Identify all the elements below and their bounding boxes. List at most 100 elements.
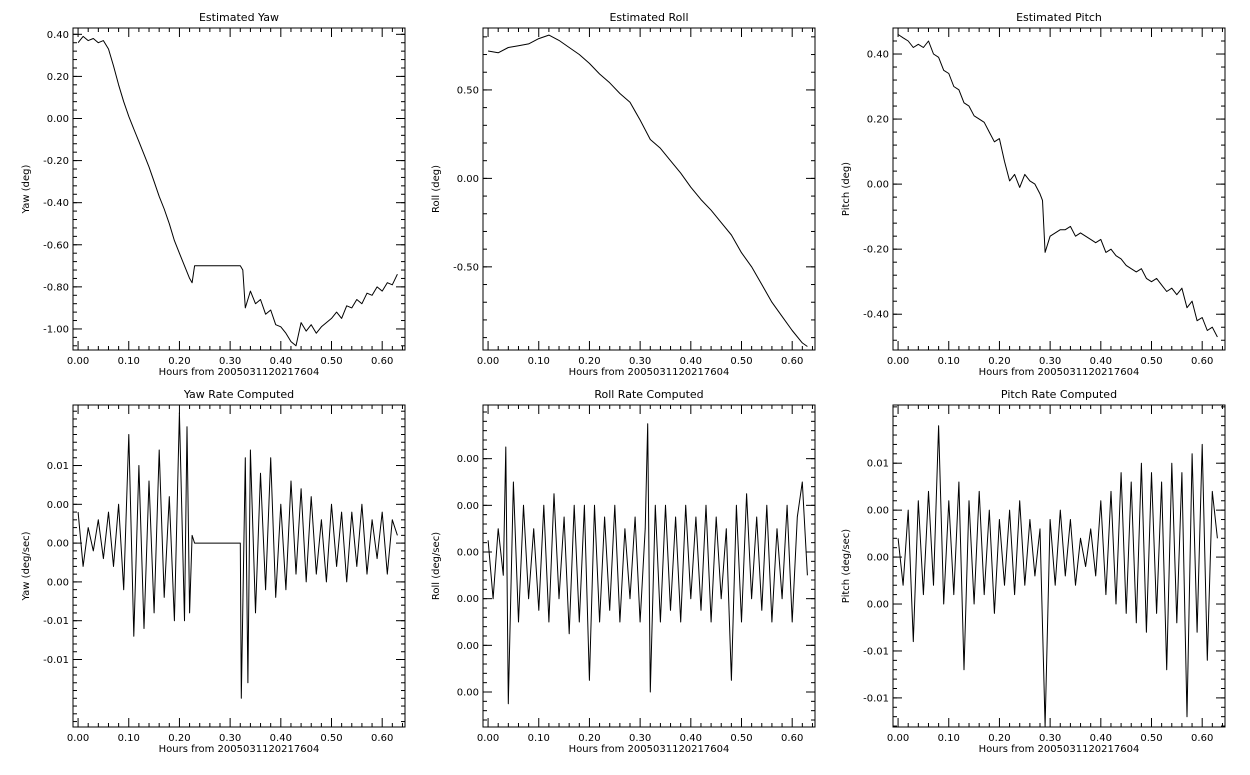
x-tick-label: 0.00 [887, 733, 909, 744]
y-axis-label: Yaw (deg) [21, 164, 32, 214]
y-tick-label: 0.40 [867, 50, 889, 61]
x-tick-label: 0.60 [371, 733, 393, 744]
x-tick-label: 0.50 [730, 356, 752, 367]
roll-series-line [488, 34, 808, 347]
x-tick-label: 0.30 [629, 733, 651, 744]
x-tick-label: 0.40 [680, 733, 702, 744]
y-axis-label: Roll (deg/sec) [431, 532, 442, 600]
panel-roll: Estimated Roll 0.00 0.10 0.20 0.30 0.40 0.50 0.… [431, 11, 816, 378]
y-tick-label: 0.00 [47, 539, 69, 550]
y-tick-label: 0.00 [457, 641, 479, 652]
x-tick-label: 0.00 [67, 356, 89, 367]
x-tick-label: 0.60 [781, 733, 803, 744]
plot-frame [482, 404, 816, 728]
x-tick-label: 0.00 [477, 356, 499, 367]
x-tick-label: 0.10 [118, 733, 140, 744]
x-tick-label: 0.20 [168, 733, 190, 744]
x-axis-label: Hours from 2005031120217604 [569, 367, 730, 378]
x-tick-label: 0.10 [118, 356, 140, 367]
x-tick-label: 0.50 [320, 356, 342, 367]
chart-title: Estimated Roll [609, 11, 688, 24]
x-tick-label: 0.00 [477, 733, 499, 744]
x-tick-label: 0.60 [781, 356, 803, 367]
plot-frame [72, 404, 406, 728]
panel-yaw: Estimated Yaw 0.00 0.10 0.20 0.30 0.40 0.50 0.6… [21, 11, 406, 378]
x-tick-label: 0.30 [219, 733, 241, 744]
chart-title: Yaw Rate Computed [183, 388, 294, 401]
x-tick-label: 0.20 [168, 356, 190, 367]
x-axis-label: Hours from 2005031120217604 [159, 744, 320, 755]
pitch-rate-series-line [897, 425, 1218, 727]
y-tick-label: 0.01 [867, 459, 889, 470]
x-tick-label: 0.50 [730, 733, 752, 744]
panel-yaw-rate: Yaw Rate Computed 0.00 0.10 0.20 0.30 0.40 0.5… [21, 388, 406, 755]
y-tick-label: -0.60 [43, 240, 69, 251]
y-tick-label: -0.01 [863, 646, 889, 657]
x-tick-label: 0.00 [887, 356, 909, 367]
y-tick-label: 0.01 [47, 461, 69, 472]
y-tick-label: 0.00 [47, 500, 69, 511]
x-tick-label: 0.20 [578, 733, 600, 744]
chart-title: Pitch Rate Computed [1001, 388, 1117, 401]
x-tick-label: 0.10 [528, 356, 550, 367]
y-tick-label: 0.20 [867, 115, 889, 126]
y-tick-label: 0.00 [457, 501, 479, 512]
y-tick-label: -0.01 [43, 616, 69, 627]
y-tick-label: 0.00 [457, 174, 479, 185]
plot-frame [892, 27, 1226, 351]
y-tick-label: 0.00 [867, 600, 889, 611]
y-tick-label: 0.20 [47, 72, 69, 83]
y-tick-label: 0.00 [47, 577, 69, 588]
chart-title: Estimated Yaw [199, 11, 279, 24]
x-tick-label: 0.60 [1191, 356, 1213, 367]
chart-title: Estimated Pitch [1016, 11, 1102, 24]
y-tick-label: -0.01 [43, 655, 69, 666]
y-tick-label: 0.00 [867, 180, 889, 191]
x-tick-label: 0.10 [938, 733, 960, 744]
panel-roll-rate: Roll Rate Computed 0.00 0.10 0.20 0.30 0.40 0.… [431, 388, 816, 755]
y-tick-label: 0.00 [457, 548, 479, 559]
x-axis-label: Hours from 2005031120217604 [979, 367, 1140, 378]
y-tick-label: 0.00 [457, 688, 479, 699]
y-tick-label: 0.00 [867, 553, 889, 564]
x-tick-label: 0.20 [988, 733, 1010, 744]
y-tick-label: -0.50 [453, 262, 479, 273]
x-tick-label: 0.60 [1191, 733, 1213, 744]
x-tick-label: 0.30 [219, 356, 241, 367]
y-axis-label: Pitch (deg) [841, 162, 852, 216]
y-tick-label: 0.00 [867, 506, 889, 517]
y-tick-label: -0.40 [43, 198, 69, 209]
y-tick-label: -1.00 [43, 324, 69, 335]
y-tick-label: -0.80 [43, 282, 69, 293]
y-tick-label: 0.00 [47, 114, 69, 125]
y-tick-label: 0.00 [457, 454, 479, 465]
y-tick-label: 0.00 [457, 594, 479, 605]
y-tick-label: 0.40 [47, 30, 69, 41]
x-tick-label: 0.30 [1039, 356, 1061, 367]
y-tick-label: -0.20 [43, 156, 69, 167]
plot-frame [72, 27, 406, 351]
x-axis-label: Hours from 2005031120217604 [569, 744, 730, 755]
y-tick-label: -0.40 [863, 310, 889, 321]
x-tick-label: 0.50 [1140, 356, 1162, 367]
yaw-rate-series-line [77, 412, 398, 699]
x-tick-label: 0.50 [320, 733, 342, 744]
x-tick-label: 0.40 [270, 733, 292, 744]
y-axis-label: Yaw (deg/sec) [21, 531, 32, 601]
panel-pitch: Estimated Pitch 0.00 0.10 0.20 0.30 0.40 0.50 0… [841, 11, 1226, 378]
pitch-series-line [897, 34, 1218, 338]
x-tick-label: 0.10 [938, 356, 960, 367]
x-tick-label: 0.10 [528, 733, 550, 744]
panel-pitch-rate: Pitch Rate Computed 0.00 0.10 0.20 0.30 0.40 0… [841, 388, 1226, 755]
x-tick-label: 0.30 [1039, 733, 1061, 744]
yaw-series-line [77, 35, 398, 347]
x-axis-label: Hours from 2005031120217604 [159, 367, 320, 378]
x-tick-label: 0.00 [67, 733, 89, 744]
plot-frame [482, 27, 816, 351]
x-tick-label: 0.20 [988, 356, 1010, 367]
x-tick-label: 0.50 [1140, 733, 1162, 744]
y-tick-label: -0.20 [863, 245, 889, 256]
x-tick-label: 0.20 [578, 356, 600, 367]
x-tick-label: 0.40 [680, 356, 702, 367]
